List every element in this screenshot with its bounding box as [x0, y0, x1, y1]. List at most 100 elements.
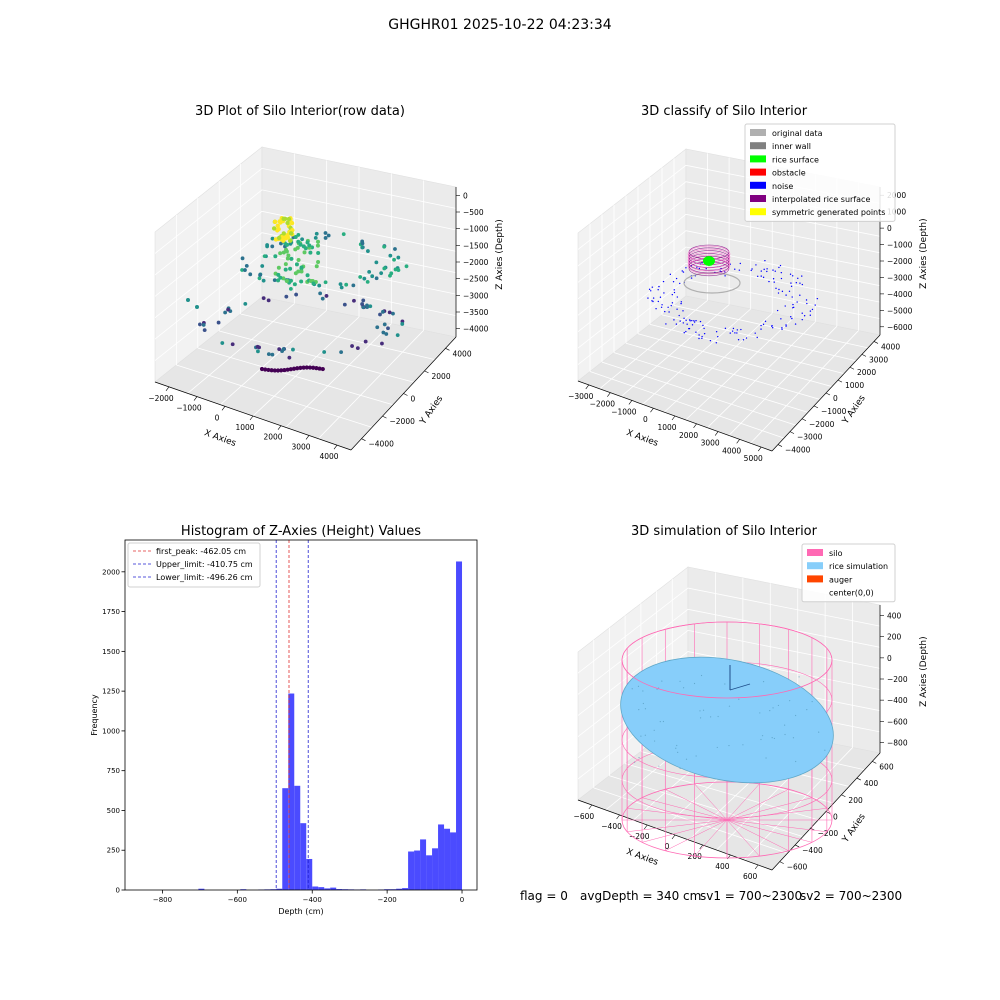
noise-point	[766, 268, 768, 270]
noise-point	[651, 300, 653, 302]
legend-label: Upper_limit: -410.75 cm	[156, 560, 253, 569]
histogram-bar	[294, 785, 301, 890]
x-tick	[754, 864, 759, 870]
legend-label: original data	[772, 129, 823, 138]
data-point	[202, 328, 207, 333]
data-point	[303, 246, 308, 251]
grid-line	[154, 210, 457, 297]
noise-point	[715, 331, 718, 333]
rice-mesh-dot	[700, 674, 703, 677]
noise-point	[801, 283, 804, 286]
noise-point	[755, 264, 757, 266]
x-tick-label: 0	[460, 896, 464, 904]
data-point	[261, 296, 266, 301]
y-tick-label: 500	[107, 807, 120, 815]
noise-point	[673, 319, 675, 321]
data-point	[301, 365, 306, 370]
x-tick	[650, 408, 654, 413]
y-tick-label: 250	[107, 847, 120, 855]
y-axis-label: Y Axies	[840, 812, 868, 845]
rice-mesh-dot	[662, 720, 665, 723]
noise-point	[785, 324, 787, 326]
figure-title: GHGHR01 2025-10-22 04:23:34	[388, 17, 612, 33]
noise-point	[668, 311, 670, 313]
noise-point	[682, 322, 685, 324]
noise-point	[724, 327, 727, 330]
legend-swatch	[807, 562, 823, 570]
noise-point	[703, 327, 705, 330]
z-tick-label: −400	[887, 696, 908, 705]
noise-point	[673, 289, 675, 291]
data-point	[269, 368, 274, 373]
noise-point	[751, 268, 753, 270]
grid-line	[219, 330, 415, 383]
data-point	[322, 350, 327, 354]
data-point	[302, 250, 307, 255]
noise-point	[801, 312, 803, 314]
data-point	[272, 219, 278, 224]
data-point	[276, 278, 281, 283]
noise-point	[736, 332, 738, 334]
noise-point	[760, 270, 762, 272]
y-tick-label: 200	[848, 796, 863, 805]
data-point	[288, 231, 294, 236]
x-tick-label: −400	[303, 896, 322, 904]
x-tick-label: −1000	[611, 407, 637, 416]
noise-point	[657, 300, 660, 303]
legend-label: silo	[829, 549, 843, 558]
data-point	[270, 244, 275, 249]
data-point	[365, 279, 370, 284]
noise-point	[693, 321, 696, 323]
noise-point	[789, 273, 792, 275]
noise-point	[734, 268, 736, 270]
y-axis-label: Y Axies	[418, 394, 446, 427]
noise-point	[792, 275, 794, 277]
y-tick	[382, 415, 387, 419]
grid-line	[187, 303, 295, 394]
rice-mesh-dot	[642, 702, 644, 705]
grid-line	[589, 371, 785, 439]
rice-mesh-dot	[658, 765, 660, 767]
x-tick-label: −200	[378, 896, 397, 904]
data-point	[278, 251, 283, 256]
data-point	[270, 236, 275, 241]
noise-point	[660, 306, 663, 308]
grid-line	[673, 305, 869, 349]
x-axis-label: X Axies	[625, 428, 660, 449]
data-point	[298, 242, 303, 247]
z-tick-label: −6000	[887, 323, 913, 332]
y-tick-label: 600	[879, 762, 894, 771]
y-tick-label: −4000	[785, 446, 811, 455]
z-tick-label: −2000	[463, 258, 489, 267]
z-tick-label: −4000	[887, 290, 913, 299]
noise-point	[732, 327, 735, 330]
y-tick-label: 2000	[432, 372, 451, 381]
symmetric-ring	[687, 251, 731, 269]
y-tick	[825, 392, 831, 396]
data-point	[393, 267, 398, 272]
legend-swatch	[807, 575, 823, 583]
data-point	[311, 365, 316, 370]
data-point	[362, 276, 367, 281]
legend-label: obstacle	[772, 169, 806, 178]
noise-point	[771, 326, 774, 329]
noise-point	[809, 314, 811, 316]
grid-line	[663, 313, 773, 413]
grid-line	[154, 253, 457, 340]
silo-floor-wire	[726, 819, 827, 832]
x-tick-label: −2000	[590, 400, 616, 409]
rice-mesh-dot	[761, 735, 764, 737]
x-tick	[277, 425, 282, 430]
grid-line	[197, 347, 394, 406]
data-point	[262, 254, 267, 258]
silo-floor-wire	[641, 819, 728, 843]
y-tick-label: 1750	[102, 608, 120, 616]
rice-mesh-dot	[789, 700, 791, 702]
histogram-bar	[432, 848, 439, 890]
x-tick-label: 0	[215, 413, 220, 422]
noise-point	[715, 342, 718, 344]
data-point	[320, 366, 325, 372]
data-point	[287, 238, 293, 243]
data-point	[294, 292, 299, 297]
noise-point	[785, 294, 787, 296]
